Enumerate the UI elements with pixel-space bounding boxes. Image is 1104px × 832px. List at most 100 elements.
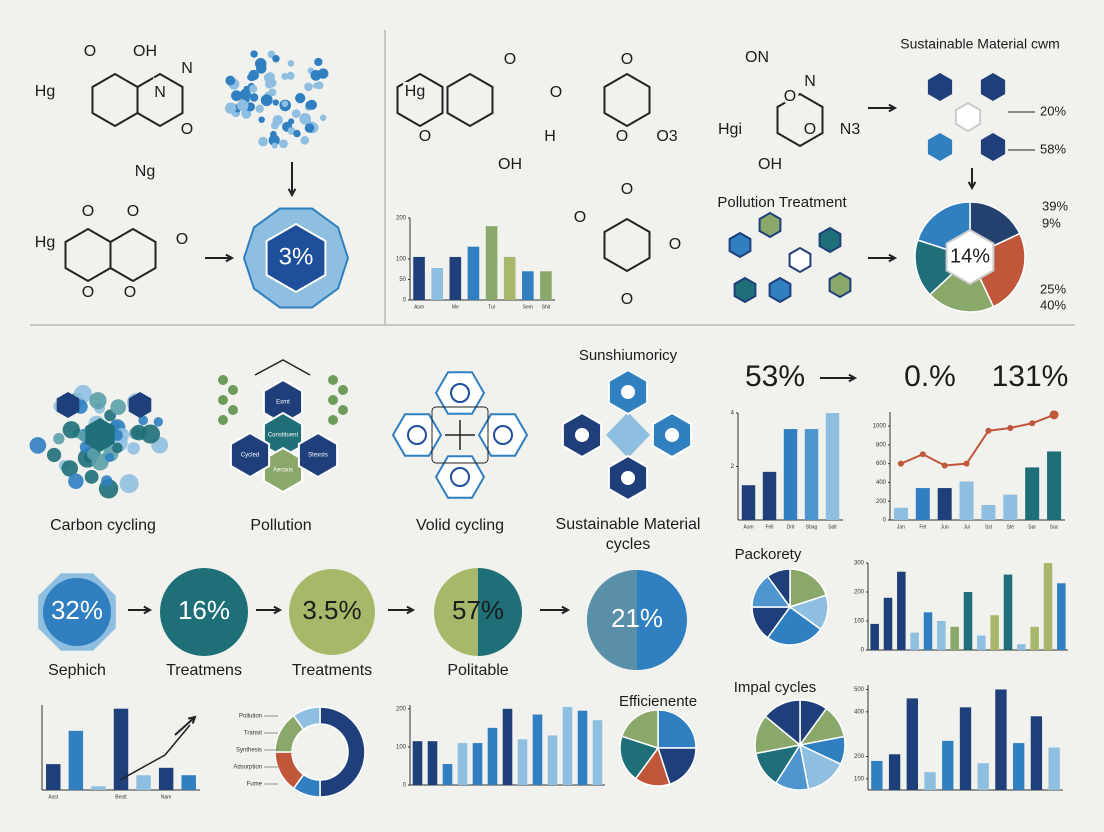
section-title: Sustainable Material cwm	[900, 36, 1060, 52]
bar	[910, 632, 919, 650]
percent-label: 9%	[1042, 215, 1061, 230]
cycle-label: Sustainable Material	[556, 516, 701, 533]
atom-label: N	[181, 60, 193, 77]
bar	[532, 714, 543, 785]
cluster-dot	[62, 421, 80, 439]
cluster-dot	[153, 417, 164, 427]
cluster-dot	[61, 460, 78, 477]
stat: 131%	[992, 360, 1069, 393]
line-point	[1007, 424, 1014, 431]
bar	[449, 256, 462, 300]
badge-inner	[43, 578, 111, 646]
stat-value: 3.5%	[302, 595, 361, 625]
x-tick-label: Sar	[1028, 524, 1036, 530]
hexagon	[954, 101, 982, 133]
icon	[621, 385, 635, 399]
network-node	[241, 108, 252, 119]
leaf	[218, 375, 228, 385]
arrow-head	[967, 181, 977, 191]
bar	[46, 764, 61, 790]
network-node	[287, 60, 295, 67]
bar	[804, 429, 819, 520]
line-point	[1049, 410, 1059, 420]
bar	[562, 706, 573, 785]
bar	[871, 760, 883, 790]
atom-label: O	[574, 209, 586, 226]
x-tick-label: Fel	[919, 524, 926, 530]
network-node	[310, 69, 322, 81]
y-tick-label: 0	[403, 783, 407, 789]
molecule-ring	[136, 72, 184, 128]
pie-slice	[766, 568, 791, 610]
network-node	[291, 109, 301, 118]
pie-slice	[764, 699, 801, 747]
bar	[888, 754, 901, 790]
x-tick-label: Salt	[828, 524, 837, 530]
bar	[1047, 451, 1062, 520]
legend-label: Pollution	[239, 714, 262, 720]
y-tick-label: 800	[876, 442, 887, 448]
molecule-ring	[603, 72, 651, 128]
bar	[990, 615, 999, 650]
bar	[893, 507, 908, 520]
bar	[1003, 494, 1018, 520]
bar	[68, 730, 84, 790]
arrow-head	[406, 605, 416, 615]
y-tick-label: 200	[854, 754, 865, 760]
x-tick-label: Me	[452, 304, 459, 310]
bar	[981, 504, 996, 520]
bar	[487, 727, 498, 785]
cycle-label: Volid cycling	[416, 517, 504, 534]
bar	[503, 256, 516, 300]
bar	[1003, 574, 1013, 650]
atom-label: O	[127, 203, 139, 220]
percent-label: 58%	[1040, 141, 1066, 156]
atom-label: O	[181, 121, 193, 138]
atom-label: O	[621, 291, 633, 308]
icon	[450, 383, 470, 403]
network-node	[300, 135, 310, 145]
bar	[136, 775, 151, 790]
hexagon	[434, 455, 486, 499]
legend-label: Adsorption	[233, 765, 262, 771]
arrow-head	[273, 605, 283, 615]
pie-badge: 14%	[950, 245, 990, 267]
cluster-dot	[101, 475, 113, 487]
network-node	[281, 100, 289, 108]
percent-label: 20%	[1040, 103, 1066, 118]
hexagon	[297, 431, 339, 479]
molecule-ring	[603, 217, 651, 273]
stat-label: Politable	[447, 662, 508, 679]
line-series	[900, 413, 1055, 467]
cluster-dot	[89, 392, 107, 410]
stat-circle	[160, 568, 248, 656]
pie-slice	[319, 706, 366, 798]
bar	[977, 635, 986, 650]
network-node	[247, 74, 254, 81]
section-title: Pollution Treatment	[717, 194, 847, 211]
bar	[517, 739, 528, 785]
stat-half	[587, 570, 637, 670]
y-tick-label: 0	[403, 298, 407, 304]
atom-label: Hg	[35, 234, 55, 251]
y-tick-label: 200	[854, 590, 865, 596]
y-tick-label: 500	[854, 687, 865, 693]
atom-label: OH	[498, 156, 522, 173]
icon	[493, 425, 513, 445]
cluster-dot	[29, 437, 47, 454]
y-tick-label: 0	[883, 518, 887, 524]
arrow-head	[888, 253, 898, 263]
bar	[1013, 743, 1025, 790]
bar	[592, 720, 603, 785]
network-node	[281, 72, 289, 80]
bar	[427, 741, 438, 785]
hexagon	[265, 222, 327, 294]
bar	[937, 488, 952, 520]
pie-slice	[620, 709, 659, 750]
x-tick-label: Shit	[542, 304, 551, 310]
arrow-head	[888, 103, 898, 113]
hexagon	[391, 413, 443, 457]
y-tick-label: 200	[396, 216, 407, 222]
cluster-dot	[104, 452, 115, 463]
